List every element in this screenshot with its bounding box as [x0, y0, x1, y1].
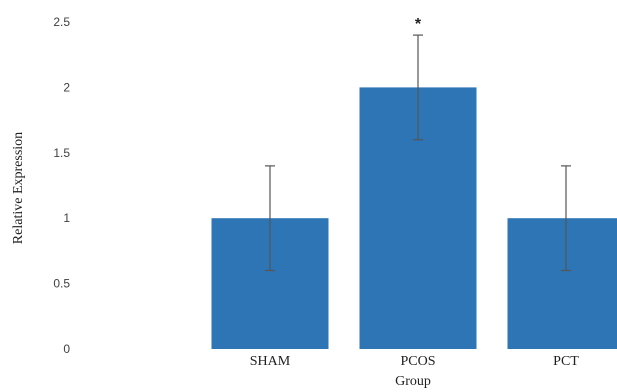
bar-pct — [507, 218, 617, 349]
y-tick-label: 2 — [63, 80, 70, 94]
significance-markers: * — [415, 16, 422, 33]
error-bar — [561, 165, 571, 272]
y-tick-label: 0 — [63, 342, 70, 356]
x-category-label: PCT — [553, 354, 579, 369]
significance-marker: * — [415, 16, 422, 33]
y-axis-tick-labels: 0 0.5 1 1.5 2 2.5 — [53, 15, 70, 356]
bars — [211, 87, 617, 350]
y-tick-label: 2.5 — [53, 15, 70, 29]
x-category-label: PCOS — [400, 354, 435, 369]
error-bar — [265, 165, 275, 272]
y-axis-title: Relative Expression — [11, 132, 26, 244]
error-bars — [265, 34, 571, 272]
y-tick-label: 1 — [63, 211, 70, 225]
error-bar — [413, 34, 423, 141]
y-tick-label: 1.5 — [53, 146, 70, 160]
x-category-label: SHAM — [250, 354, 291, 369]
y-tick-label: 0.5 — [53, 277, 70, 291]
x-axis-category-labels: SHAM PCOS PCT — [250, 354, 580, 369]
x-axis-title: Group — [395, 374, 431, 389]
